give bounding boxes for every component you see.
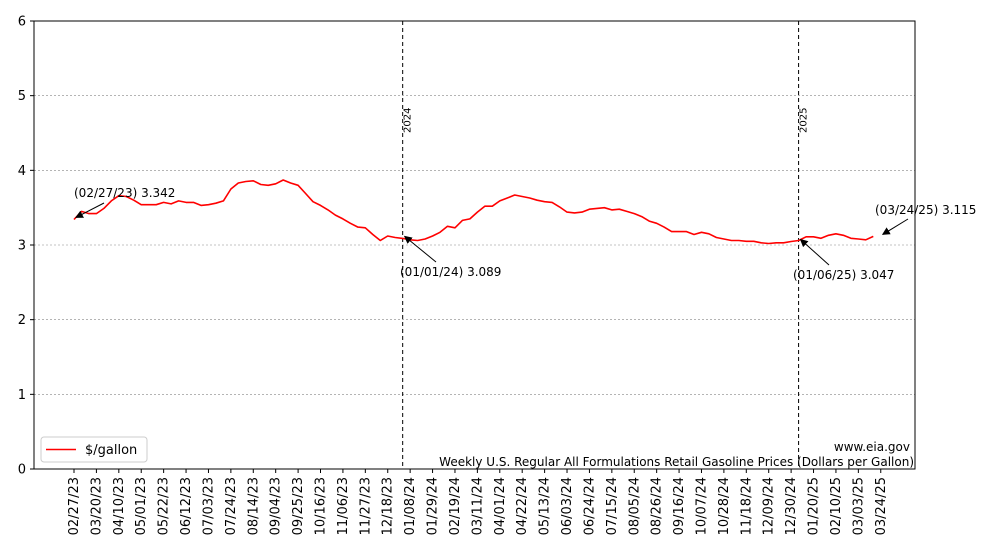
x-tick-label: 04/10/23	[112, 477, 127, 535]
chart-caption: Weekly U.S. Regular All Formulations Ret…	[439, 455, 914, 469]
x-tick-label: 08/26/24	[650, 477, 665, 535]
x-tick-label: 07/03/23	[201, 477, 216, 535]
legend: $/gallon	[40, 436, 148, 463]
x-tick-label: 06/03/24	[560, 477, 575, 535]
x-tick-label: 08/14/23	[246, 477, 261, 535]
x-tick-label: 02/27/23	[67, 477, 82, 535]
x-tick-label: 05/13/24	[538, 477, 553, 535]
legend-label: $/gallon	[85, 443, 137, 458]
x-tick-label: 03/11/24	[470, 477, 485, 535]
x-tick-label: 10/28/24	[717, 477, 732, 535]
x-tick-label: 07/15/24	[605, 477, 620, 535]
x-tick-label: 03/20/23	[89, 477, 104, 535]
annotation-arrow	[75, 202, 105, 218]
legend-box	[40, 436, 148, 463]
annotation-arrow	[799, 238, 830, 266]
annotation-arrow	[403, 235, 437, 263]
annotation-label: (01/06/25) 3.047	[793, 268, 894, 282]
year-marker-lines: 2024 2025	[402, 21, 810, 469]
x-tick-label: 04/22/24	[515, 477, 530, 535]
x-tick-label: 05/01/23	[134, 477, 149, 535]
y-tick-label: 1	[18, 388, 26, 403]
y-tick-label: 5	[18, 89, 26, 104]
x-tick-label: 03/24/25	[874, 477, 889, 535]
annotation-label: (03/24/25) 3.115	[875, 203, 976, 217]
x-tick-label: 09/04/23	[269, 477, 284, 535]
x-tick-label: 11/27/23	[358, 477, 373, 535]
annotations: (02/27/23) 3.342 (01/01/24) 3.089 (01/06/2…	[74, 186, 976, 282]
annotation-label: (01/01/24) 3.089	[400, 265, 501, 279]
y-tick-label: 4	[18, 164, 26, 179]
x-tick-label: 01/29/24	[426, 477, 441, 535]
x-tick-label: 05/22/23	[157, 477, 172, 535]
x-tick-label: 01/08/24	[403, 477, 418, 535]
annotation-arrow	[881, 218, 909, 235]
x-tick-label: 11/06/23	[336, 477, 351, 535]
grid-lines	[34, 95, 915, 395]
year-marker-label: 2024	[403, 108, 414, 133]
x-axis: 02/27/23 03/20/23 04/10/23 05/01/23 05/22/23…	[67, 469, 889, 535]
x-tick-label: 10/16/23	[314, 477, 329, 535]
x-tick-label: 08/05/24	[627, 477, 642, 535]
price-line	[73, 179, 874, 245]
x-tick-label: 12/18/23	[381, 477, 396, 535]
x-tick-label: 07/24/23	[224, 477, 239, 535]
x-tick-label: 09/25/23	[291, 477, 306, 535]
y-tick-label: 2	[18, 313, 26, 328]
x-tick-label: 06/24/24	[582, 477, 597, 535]
y-tick-label: 3	[18, 239, 26, 254]
y-axis: 0 1 2 3 4 5 6	[18, 15, 34, 478]
x-tick-label: 03/03/25	[851, 477, 866, 535]
y-tick-label: 6	[18, 15, 26, 30]
x-tick-label: 02/10/25	[829, 477, 844, 535]
source-text: www.eia.gov	[834, 440, 910, 454]
year-marker-label: 2025	[799, 108, 810, 133]
x-tick-label: 02/19/24	[448, 477, 463, 535]
y-tick-label: 0	[18, 463, 26, 478]
x-tick-label: 04/01/24	[493, 477, 508, 535]
price-series	[73, 179, 874, 245]
x-tick-label: 09/16/24	[672, 477, 687, 535]
x-tick-label: 01/20/25	[807, 477, 822, 535]
x-tick-label: 10/07/24	[694, 477, 709, 535]
annotation-label: (02/27/23) 3.342	[74, 186, 175, 200]
x-tick-label: 12/09/24	[762, 477, 777, 535]
x-tick-label: 12/30/24	[784, 477, 799, 535]
x-tick-label: 11/18/24	[739, 477, 754, 535]
x-tick-label: 06/12/23	[179, 477, 194, 535]
